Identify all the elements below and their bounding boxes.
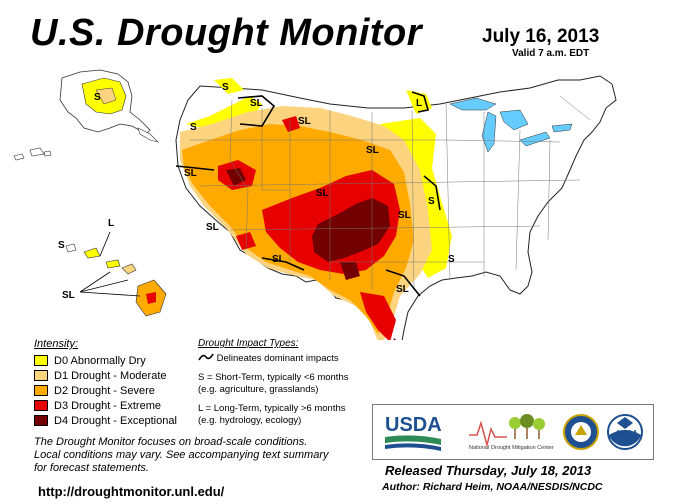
impact-long-term-label: L = Long-Term, typically >6 months xyxy=(198,403,346,414)
usda-logo: USDA xyxy=(385,414,442,451)
legend-swatch-d4 xyxy=(34,415,48,426)
state-lines xyxy=(190,95,591,291)
label-colorado: SL xyxy=(316,188,329,199)
website-link[interactable]: http://droughtmonitor.unl.edu/ xyxy=(38,484,225,499)
legend-item: D1 Drought - Moderate xyxy=(34,368,234,383)
legend-item: D4 Drought - Exceptional xyxy=(34,413,234,428)
legend-label: D1 Drought - Moderate xyxy=(54,369,167,382)
boundary-line-icon xyxy=(198,353,214,361)
legend-swatch-d3 xyxy=(34,400,48,411)
note-line: Local conditions may vary. See accompany… xyxy=(34,449,329,461)
alaska xyxy=(13,69,159,161)
valid-time: Valid 7 a.m. EDT xyxy=(512,48,590,59)
impact-short-term-label: S = Short-Term, typically <6 months xyxy=(198,372,349,383)
release-date: Released Thursday, July 18, 2013 xyxy=(385,463,592,478)
label-new-mexico: SL xyxy=(272,254,285,265)
ndmc-logo-text: Drought Mitigation Center xyxy=(491,445,554,451)
disclaimer-note: The Drought Monitor focuses on broad-sca… xyxy=(34,436,364,475)
legend-item: D3 Drought - Extreme xyxy=(34,398,234,413)
doc-seal xyxy=(563,414,599,450)
legend-item: D2 Drought - Severe xyxy=(34,383,234,398)
usda-logo-text: USDA xyxy=(385,414,442,436)
label-hawaii-sl: SL xyxy=(62,290,75,301)
drought-d4 xyxy=(226,168,396,340)
legend-label: D2 Drought - Severe xyxy=(54,384,155,397)
map-title: U.S. Drought Monitor xyxy=(30,12,423,54)
label-alaska: S xyxy=(94,92,101,103)
label-northwest-s: S xyxy=(222,82,229,93)
label-minnesota: L xyxy=(416,98,422,109)
impact-boundaries xyxy=(175,91,441,297)
author-credit: Author: Richard Heim, NOAA/NESDIS/NCDC xyxy=(382,481,603,493)
label-nebraska: SL xyxy=(366,145,379,156)
noaa-logo-text: NOAA xyxy=(617,430,638,437)
impact-long-term-example: (e.g. hydrology, ecology) xyxy=(198,415,302,426)
label-nevada: SL xyxy=(206,222,219,233)
legend-swatch-d2 xyxy=(34,385,48,396)
legend-swatch-d1 xyxy=(34,370,48,381)
label-plains: SL xyxy=(398,210,411,221)
impact-short-term: S = Short-Term, typically <6 months (e.g… xyxy=(198,372,378,396)
impact-labels: S S SL S SL SL SL SL SL SL SL SL S S L L… xyxy=(58,82,455,301)
logo-strip: USDA National Drought Mitigation Center … xyxy=(385,414,643,451)
label-wyoming: SL xyxy=(298,116,311,127)
hawaii xyxy=(65,231,167,317)
label-texas: SL xyxy=(396,284,409,295)
intensity-legend: Intensity: D0 Abnormally Dry D1 Drought … xyxy=(34,338,234,428)
ndmc-logo-text: National xyxy=(469,445,489,451)
label-montana: SL xyxy=(250,98,263,109)
noaa-logo: NOAA xyxy=(607,414,643,450)
note-line: The Drought Monitor focuses on broad-sca… xyxy=(34,436,308,448)
legend-title: Intensity: xyxy=(34,338,79,350)
legend-label: D3 Drought - Extreme xyxy=(54,399,161,412)
drought-map: S S SL S SL SL SL SL SL SL SL SL S S L L… xyxy=(13,69,617,340)
impact-long-term: L = Long-Term, typically >6 months (e.g.… xyxy=(198,403,378,427)
label-pacific-nw: S xyxy=(190,122,197,133)
impact-dominant-label: Delineates dominant impacts xyxy=(216,353,339,364)
impact-types: Drought Impact Types: Delineates dominan… xyxy=(198,338,378,434)
impact-types-title: Drought Impact Types: xyxy=(198,338,299,349)
label-california: SL xyxy=(184,168,197,179)
label-iowa: S xyxy=(428,196,435,207)
label-hawaii-l: L xyxy=(108,218,114,229)
legend-swatch-d0 xyxy=(34,355,48,366)
legend-label: D0 Abnormally Dry xyxy=(54,354,146,367)
impact-dominant: Delineates dominant impacts xyxy=(198,353,378,365)
great-lakes xyxy=(449,97,573,153)
note-line: for forecast statements. xyxy=(34,462,149,474)
map-date: July 16, 2013 xyxy=(482,26,600,47)
legend-label: D4 Drought - Exceptional xyxy=(54,414,177,427)
partner-logos: USDA National Drought Mitigation Center … xyxy=(372,404,654,460)
impact-short-term-example: (e.g. agriculture, grasslands) xyxy=(198,384,319,395)
label-missouri: S xyxy=(448,254,455,265)
label-hawaii-s: S xyxy=(58,240,65,251)
legend-item: D0 Abnormally Dry xyxy=(34,353,234,368)
ndmc-logo: National Drought Mitigation Center xyxy=(469,414,554,451)
